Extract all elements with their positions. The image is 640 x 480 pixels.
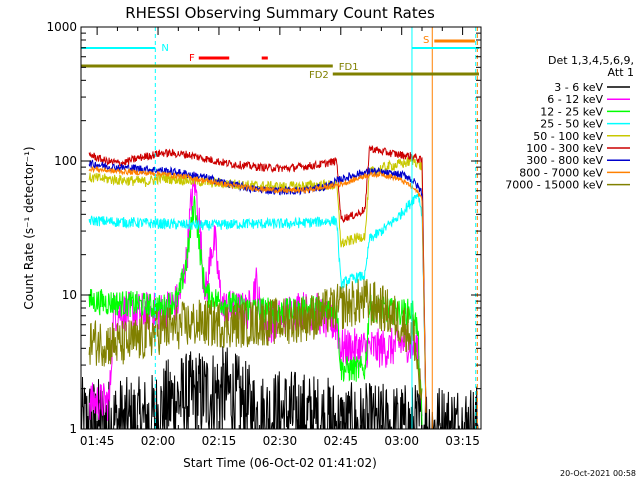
y-tick-label: 100 xyxy=(54,154,77,168)
legend-entry-label: 25 - 50 keV xyxy=(540,118,603,131)
series-line-2 xyxy=(88,172,423,421)
fd2-label: FD2 xyxy=(309,70,329,81)
legend-entry-label: 300 - 800 keV xyxy=(526,154,603,167)
legend-entry-label: 12 - 25 keV xyxy=(540,105,603,118)
legend-entry-label: 50 - 100 keV xyxy=(533,130,603,143)
chart-title: RHESSI Observing Summary Count Rates xyxy=(125,4,435,22)
legend-header-line: Det 1,3,4,5,6,9, xyxy=(548,54,634,67)
legend-entry-label: 800 - 7000 keV xyxy=(519,166,603,179)
plot-frame xyxy=(80,26,482,430)
legend-entry-label: 6 - 12 keV xyxy=(547,93,603,106)
y-tick-label: 1 xyxy=(69,422,77,436)
legend-header-line: Att 1 xyxy=(608,66,634,79)
flare-label: F xyxy=(189,53,195,64)
legend-entry-label: 3 - 6 keV xyxy=(554,81,603,94)
x-axis: 01:45 02:00 02:15 02:30 02:45 03:00 03:15 xyxy=(80,27,480,448)
x-tick-label: 02:30 xyxy=(263,434,298,448)
x-tick-label: 03:15 xyxy=(445,434,480,448)
y-tick-label: 1000 xyxy=(46,20,77,34)
x-axis-label: Start Time (06-Oct-02 01:41:02) xyxy=(183,456,377,470)
x-tick-label: 02:15 xyxy=(202,434,237,448)
annotation-layer: N F S FD1 FD2 xyxy=(81,27,479,429)
series-line-6 xyxy=(88,145,427,409)
legend-entry-label: 100 - 300 keV xyxy=(526,142,603,155)
timestamp: 20-Oct-2021 00:58 xyxy=(560,469,636,478)
x-tick-label: 02:00 xyxy=(141,434,176,448)
legend-entry-label: 7000 - 15000 keV xyxy=(505,179,603,192)
y-axis: 1 10 100 1000 xyxy=(46,20,481,436)
night-label: N xyxy=(161,43,168,54)
x-tick-label: 02:45 xyxy=(323,434,358,448)
series-line-4 xyxy=(88,192,427,407)
x-tick-label: 01:45 xyxy=(80,434,115,448)
series-line-9 xyxy=(88,279,423,401)
saa-label: S xyxy=(423,35,429,46)
y-axis-label: Count Rate (s⁻¹ detector⁻¹) xyxy=(22,146,36,309)
y-tick-label: 10 xyxy=(62,288,77,302)
x-tick-label: 03:00 xyxy=(384,434,419,448)
fd1-label: FD1 xyxy=(339,62,359,73)
series-line-8 xyxy=(88,165,427,413)
series-layer xyxy=(81,145,479,429)
